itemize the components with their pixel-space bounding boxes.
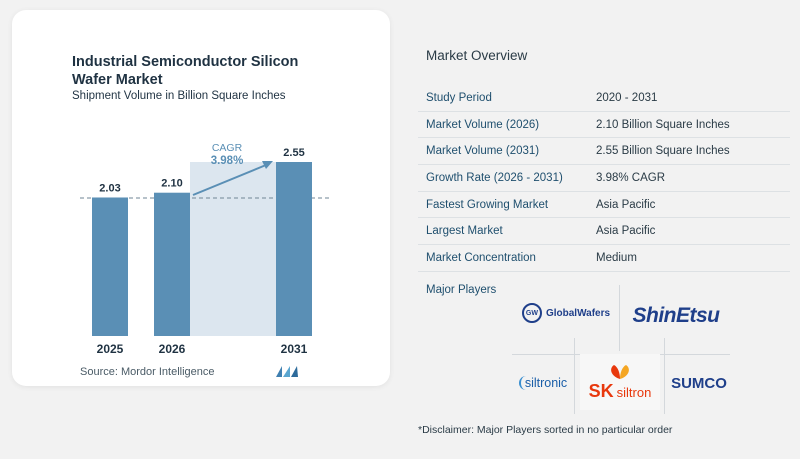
- chart-title: Industrial Semiconductor Silicon Wafer M…: [72, 54, 299, 88]
- siltronic-logo: siltronic: [513, 371, 573, 395]
- x-tick-label: 2031: [281, 342, 308, 356]
- bar-2031: [276, 162, 312, 336]
- row-value: 2.10 Billion Square Inches: [596, 118, 730, 131]
- sk-butterfly-icon: [611, 364, 629, 379]
- table-row: Market Volume (2026) 2.10 Billion Square …: [418, 112, 790, 139]
- table-row: Largest Market Asia Pacific: [418, 218, 790, 246]
- bar-2025: [92, 197, 128, 336]
- logo-divider: [619, 285, 620, 351]
- bar-chart: 2.03 2025 2.10 2026 2.55 2031 CAGR 3.98%: [80, 142, 330, 377]
- overview-table: Study Period 2020 - 2031 Market Volume (2…: [418, 85, 790, 272]
- row-value: 2020 - 2031: [596, 91, 658, 104]
- row-key: Largest Market: [426, 225, 503, 238]
- row-key: Growth Rate (2026 - 2031): [426, 171, 563, 184]
- row-value: 3.98% CAGR: [596, 171, 666, 184]
- row-value: Asia Pacific: [596, 225, 656, 238]
- table-row: Fastest Growing Market Asia Pacific: [418, 192, 790, 219]
- row-value: Medium: [596, 251, 637, 264]
- cagr-value: 3.98%: [211, 155, 244, 167]
- logo-divider: [664, 338, 665, 414]
- table-row: Market Concentration Medium: [418, 245, 790, 272]
- table-row: Growth Rate (2026 - 2031) 3.98% CAGR: [418, 165, 790, 192]
- players-title: Major Players: [426, 284, 497, 296]
- data-label: 2.10: [161, 178, 182, 190]
- mordor-logo-icon: [276, 366, 298, 377]
- data-label: 2.03: [99, 182, 120, 194]
- row-key: Market Volume (2026): [426, 118, 540, 131]
- row-key: Study Period: [426, 91, 492, 104]
- bar-2026: [154, 192, 190, 336]
- cagr-arrowhead: [262, 161, 273, 169]
- row-key: Fastest Growing Market: [426, 198, 549, 211]
- logo-divider: [574, 338, 575, 414]
- disclaimer: *Disclaimer: Major Players sorted in no …: [418, 424, 673, 436]
- table-row: Market Volume (2031) 2.55 Billion Square …: [418, 138, 790, 166]
- sk-siltron-logo: SK siltron: [580, 354, 660, 410]
- row-key: Market Volume (2031): [426, 145, 540, 158]
- sumco-logo: SUMCO: [671, 374, 727, 392]
- globalwafers-mark-icon: GW: [521, 303, 542, 323]
- chart-subtitle: Shipment Volume in Billion Square Inches: [72, 90, 286, 102]
- x-tick-label: 2026: [159, 342, 186, 356]
- cagr-arrow: [192, 164, 267, 196]
- cagr-label: CAGR: [212, 142, 243, 154]
- data-label: 2.55: [283, 147, 304, 159]
- row-key: Market Concentration: [426, 251, 536, 264]
- overview-title: Market Overview: [426, 48, 528, 63]
- table-row: Study Period 2020 - 2031: [418, 85, 790, 112]
- shinetsu-logo: ShinEtsu: [632, 304, 720, 327]
- row-value: 2.55 Billion Square Inches: [596, 145, 730, 158]
- cagr-band: [190, 162, 276, 336]
- row-value: Asia Pacific: [596, 198, 656, 211]
- source-text: Source: Mordor Intelligence: [80, 366, 215, 378]
- x-tick-label: 2025: [97, 342, 124, 356]
- globalwafers-logo: GW GlobalWafers: [516, 300, 616, 326]
